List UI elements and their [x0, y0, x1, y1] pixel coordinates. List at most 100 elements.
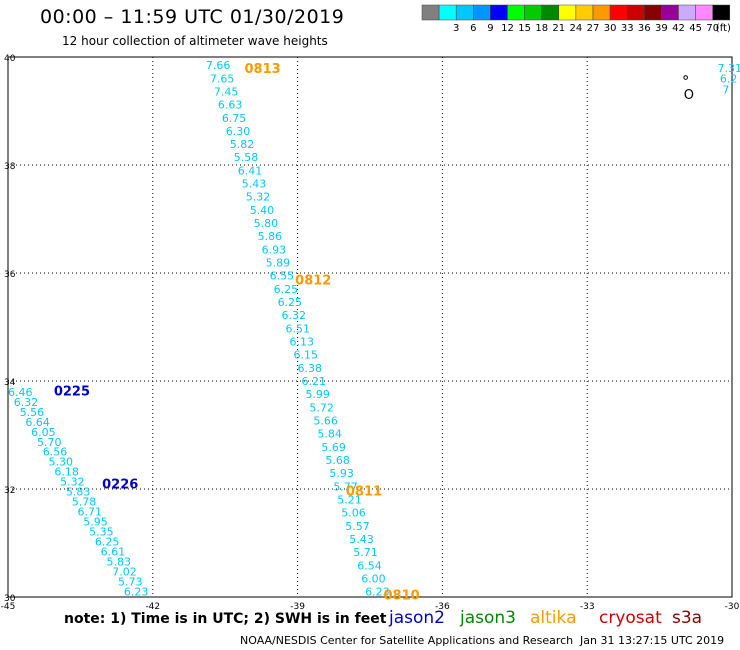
wave-height-label: 5.32 [246, 191, 270, 204]
colorbar-swatch [455, 4, 474, 21]
y-tick-label: 34 [4, 378, 16, 388]
footnote: note: 1) Time is in UTC; 2) SWH is in fe… [64, 611, 387, 627]
wave-height-label: 6.00 [361, 572, 386, 585]
x-tick-label: -39 [290, 602, 305, 612]
wave-height-label: 5.69 [321, 441, 346, 454]
color-legend: 3 6 9 12 15 18 21 24 27 30 33 36 39 42 45 70(ft) [421, 4, 731, 34]
colorbar-swatch [421, 4, 440, 21]
wave-height-label: 5.40 [250, 204, 274, 217]
colorbar-label: 24 [570, 23, 583, 34]
colorbar-swatch [524, 4, 542, 21]
colorbar-swatch [507, 4, 525, 21]
colorbar-label: 45 [689, 23, 702, 34]
colorbar-label: 15 [518, 23, 531, 34]
colorbar-label: 18 [535, 23, 548, 34]
wave-height-label: 7.02 [112, 566, 137, 579]
colorbar-swatch [678, 4, 696, 21]
wave-height-label: 6.61 [101, 546, 126, 559]
colorbar-label: 36 [638, 23, 651, 34]
x-tick-label: -36 [435, 602, 450, 612]
satellite-legend-jason2: jason2 [389, 608, 445, 628]
wave-height-label: 5.57 [345, 520, 370, 533]
wave-height-label: 5.30 [49, 456, 74, 469]
colorbar-swatch [575, 4, 594, 21]
wave-height-label: 6.25 [95, 536, 120, 549]
wave-height-label: 7.65 [210, 72, 235, 85]
wave-height-label: 5.43 [349, 533, 374, 546]
wave-height-label: 5.83 [106, 556, 130, 569]
wave-height-label: 5.72 [309, 401, 334, 414]
pass-time-label: 0813 [245, 62, 281, 77]
colorbar-swatch [541, 4, 560, 21]
wave-height-label: 6.18 [54, 466, 79, 479]
wave-height-label: 5.84 [317, 428, 342, 441]
wave-height-label: 7.31 [718, 62, 740, 75]
y-tick-label: 38 [4, 162, 16, 172]
wave-height-values: 7.667.657.456.636.756.305.825.586.415.43… [8, 59, 740, 599]
colorbar-swatch [661, 4, 679, 21]
colorbar-label: 33 [621, 23, 634, 34]
colorbar-swatch [473, 4, 491, 21]
wave-height-label: 5.83 [66, 486, 91, 499]
wave-height-label: 6.75 [222, 112, 247, 125]
wave-height-label: 5.77 [333, 480, 358, 493]
wave-height-label: 6.51 [286, 322, 311, 335]
wave-height-label: 5.43 [242, 178, 266, 191]
map-annotation: O [684, 88, 694, 103]
colorbar-swatch [438, 4, 457, 21]
wave-height-label: 6.41 [238, 164, 263, 177]
colorbar-swatch [695, 4, 713, 21]
wave-height-label: 5.80 [254, 217, 279, 230]
wave-height-label: 6.64 [25, 416, 50, 429]
wave-height-label: 5.35 [89, 526, 114, 539]
wave-height-label: 5.78 [72, 496, 97, 509]
colorbar-swatch [644, 4, 662, 21]
lat-lon-grid [7, 56, 733, 598]
chart-subtitle: 12 hour collection of altimeter wave hei… [62, 34, 328, 48]
wave-height-label: 5.95 [83, 516, 108, 529]
colorbar-swatch [490, 4, 508, 21]
colorbar-label: 6 [470, 23, 476, 34]
colorbar-label: 27 [587, 23, 600, 34]
x-tick-label: -42 [145, 602, 160, 612]
wave-height-label: 7.45 [214, 85, 239, 98]
colorbar-swatch [712, 4, 731, 21]
colorbar-label: 30 [604, 23, 617, 34]
colorbar-label: 39 [655, 23, 668, 34]
wave-height-label: 6.23 [124, 586, 149, 599]
wave-height-label: 6.32 [282, 309, 307, 322]
pass-time-labels: 0813 0812 0811 0810 0225 0226 O [54, 62, 694, 603]
pass-time-label: 0810 [384, 588, 420, 603]
satellite-legend-altika: altika [530, 608, 577, 628]
wave-height-label: 7.66 [206, 59, 231, 72]
map-marker [683, 75, 688, 80]
wave-height-label: 6.05 [31, 426, 56, 439]
pass-time-label: 0812 [295, 273, 331, 288]
wave-height-label: 6.2 [720, 73, 738, 86]
wave-height-label: 6.56 [43, 446, 68, 459]
wave-height-label: 5.89 [266, 257, 291, 270]
colorbar-label: 70 [706, 23, 719, 34]
generation-timestamp: Jan 31 13:27:15 UTC 2019 [580, 634, 725, 647]
wave-height-label: 6.15 [293, 349, 318, 362]
wave-height-label: 6.25 [278, 296, 303, 309]
wave-height-label: 6.21 [301, 375, 326, 388]
wave-height-label: 5.58 [234, 151, 259, 164]
wave-height-label: 5.73 [118, 576, 143, 589]
pass-time-label: 0811 [346, 485, 382, 500]
credit-line: NOAA/NESDIS Center for Satellite Applica… [240, 634, 574, 647]
colorbar-label: 9 [487, 23, 493, 34]
wave-height-label: 6.55 [270, 270, 295, 283]
wave-height-label: 5.71 [353, 546, 378, 559]
wave-height-label: 6.25 [274, 283, 299, 296]
wave-height-label: 6.63 [218, 99, 243, 112]
pass-time-label: 0225 [54, 385, 90, 400]
wave-height-label: 5.21 [337, 493, 362, 506]
colorbar-label: 3 [453, 23, 459, 34]
x-tick-label: -33 [580, 602, 595, 612]
wave-height-label: 5.82 [230, 138, 255, 151]
y-tick-label: 36 [4, 270, 16, 280]
wave-height-label: 6.13 [290, 336, 315, 349]
wave-height-label: 5.68 [325, 454, 350, 467]
